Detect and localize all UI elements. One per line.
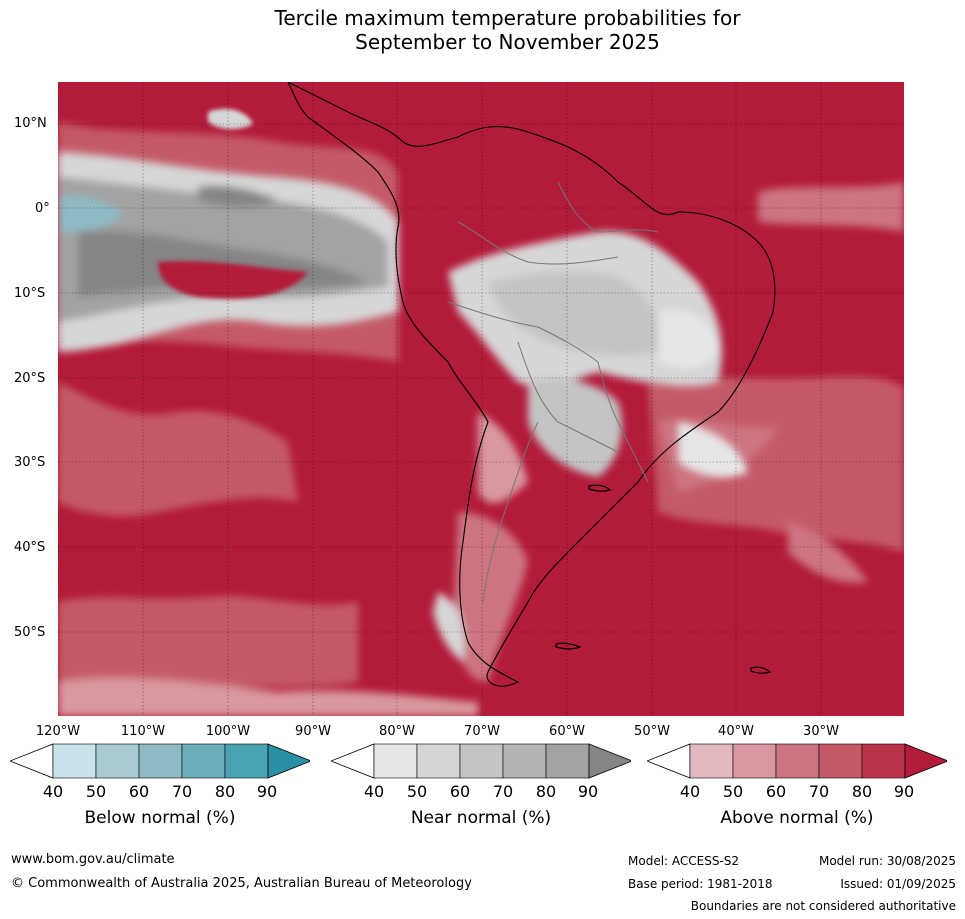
lat-label: 0° xyxy=(35,201,50,216)
lon-label: 80°W xyxy=(379,724,415,739)
lat-label: 50°S xyxy=(14,625,46,640)
colorbar-below-normal xyxy=(10,743,310,779)
colorbar-segment xyxy=(373,743,418,779)
colorbar-tick: 60 xyxy=(765,782,787,801)
lon-label: 70°W xyxy=(464,724,500,739)
colorbar-segment xyxy=(52,743,97,779)
colorbar-tick: 50 xyxy=(722,782,744,801)
colorbar-tick: 90 xyxy=(256,782,278,801)
website-link[interactable]: www.bom.gov.au/climate xyxy=(11,852,175,867)
model-text: Model: ACCESS-S2 xyxy=(628,854,740,868)
colorbar-segment xyxy=(588,743,631,779)
copyright-text: © Commonwealth of Australia 2025, Austra… xyxy=(11,876,472,891)
colorbar-segment xyxy=(224,743,269,779)
colorbar-tick: 50 xyxy=(85,782,107,801)
title-line-2: September to November 2025 xyxy=(355,30,660,54)
colorbar-tick: 70 xyxy=(492,782,514,801)
colorbar-tick: 60 xyxy=(128,782,150,801)
colorbar-tick: 80 xyxy=(851,782,873,801)
colorbar-segment xyxy=(502,743,547,779)
lon-label: 90°W xyxy=(295,724,331,739)
chart-title: Tercile maximum temperature probabilitie… xyxy=(0,6,965,54)
colorbar-segment xyxy=(95,743,140,779)
graticule xyxy=(58,82,904,716)
lon-label: 60°W xyxy=(549,724,585,739)
colorbar-segment xyxy=(689,743,734,779)
colorbar-tick: 50 xyxy=(406,782,428,801)
colorbar-tick: 40 xyxy=(679,782,701,801)
colorbar-segment xyxy=(138,743,183,779)
colorbar-segment xyxy=(545,743,590,779)
colorbar-segment xyxy=(416,743,461,779)
colorbar-segment xyxy=(459,743,504,779)
colorbar-segment xyxy=(818,743,863,779)
colorbar-tick: 60 xyxy=(449,782,471,801)
colorbar-tick: 90 xyxy=(893,782,915,801)
colorbar-title-above: Above normal (%) xyxy=(720,808,874,828)
colorbar-segment xyxy=(10,743,54,779)
coastline xyxy=(287,82,776,687)
colorbar-tick: 80 xyxy=(535,782,557,801)
islands xyxy=(555,484,772,674)
disclaimer-text: Boundaries are not considered authoritat… xyxy=(690,899,956,913)
colorbar-segment xyxy=(267,743,310,779)
colorbar-tick: 70 xyxy=(171,782,193,801)
colorbar-segment xyxy=(904,743,947,779)
lat-label: 20°S xyxy=(14,371,46,386)
base-period-text: Base period: 1981-2018 xyxy=(628,877,773,891)
colorbar-segment xyxy=(647,743,691,779)
model-run-text: Model run: 30/08/2025 xyxy=(818,854,956,868)
lon-label: 120°W xyxy=(35,724,81,739)
colorbar-tick: 40 xyxy=(42,782,64,801)
colorbar-segment xyxy=(732,743,777,779)
colorbar-segment xyxy=(775,743,820,779)
colorbar-segment xyxy=(331,743,375,779)
country-borders xyxy=(447,181,659,603)
colorbar-near-normal xyxy=(331,743,631,779)
lon-label: 100°W xyxy=(205,724,251,739)
lon-label: 30°W xyxy=(803,724,839,739)
near-normal-continent xyxy=(433,231,748,682)
probability-map xyxy=(58,82,904,716)
issued-text: Issued: 01/09/2025 xyxy=(840,877,956,891)
colorbar-segment xyxy=(861,743,906,779)
colorbar-tick: 90 xyxy=(577,782,599,801)
colorbar-title-near: Near normal (%) xyxy=(410,808,552,828)
lat-label: 30°S xyxy=(14,455,46,470)
lon-label: 50°W xyxy=(634,724,670,739)
lat-label: 40°S xyxy=(14,540,46,555)
colorbar-above-normal xyxy=(647,743,947,779)
lon-label: 40°W xyxy=(718,724,754,739)
colorbar-segment xyxy=(181,743,226,779)
lat-label: 10°S xyxy=(14,286,46,301)
lat-label: 10°N xyxy=(14,116,47,131)
lon-label: 110°W xyxy=(120,724,166,739)
colorbar-tick: 40 xyxy=(363,782,385,801)
colorbar-tick: 80 xyxy=(214,782,236,801)
title-line-1: Tercile maximum temperature probabilitie… xyxy=(274,6,741,30)
colorbar-title-below: Below normal (%) xyxy=(84,808,236,828)
colorbar-tick: 70 xyxy=(808,782,830,801)
